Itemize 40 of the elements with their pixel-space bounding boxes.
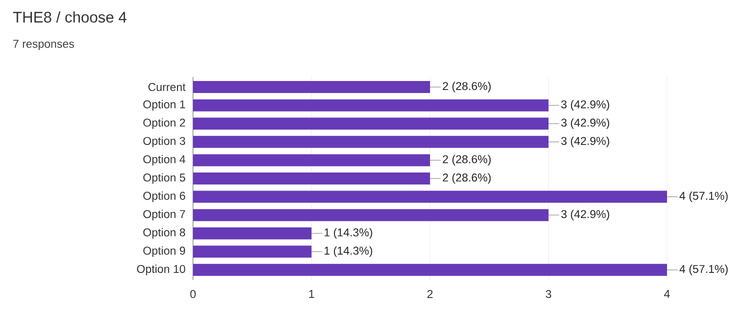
data-label: 1 (14.3%) bbox=[324, 246, 372, 257]
x-tick-label: 4 bbox=[664, 290, 670, 298]
bar bbox=[193, 264, 667, 276]
text: THE8 / choose 4 bbox=[13, 11, 126, 23]
data-label: 4 (57.1%) bbox=[680, 191, 728, 202]
y-tick-label: Option 8 bbox=[143, 228, 186, 239]
bar bbox=[193, 190, 667, 203]
data-label: 3 (42.9%) bbox=[561, 118, 610, 129]
y-tick-label: Option 7 bbox=[143, 210, 186, 220]
bar bbox=[193, 99, 548, 112]
y-tick-label: Current bbox=[148, 83, 186, 92]
data-label: 4 (57.1%) bbox=[680, 264, 728, 276]
bar bbox=[193, 227, 312, 240]
y-tick-label: Option 5 bbox=[143, 173, 186, 184]
data-label: 2 (28.6%) bbox=[442, 82, 491, 92]
y-tick-label: Option 6 bbox=[143, 191, 186, 202]
text: 7 responses bbox=[13, 40, 74, 50]
y-tick-label: Option 10 bbox=[137, 264, 186, 276]
bar bbox=[193, 118, 548, 130]
data-label: 3 (42.9%) bbox=[561, 136, 610, 148]
data-label: 3 (42.9%) bbox=[561, 100, 610, 111]
bar bbox=[193, 246, 312, 258]
bar bbox=[193, 136, 548, 148]
data-label: 3 (42.9%) bbox=[561, 210, 610, 220]
y-tick-label: Option 3 bbox=[143, 136, 186, 148]
x-tick-label: 3 bbox=[546, 290, 552, 298]
x-tick-label: 0 bbox=[190, 290, 196, 298]
x-tick-label: 1 bbox=[309, 290, 314, 298]
bar bbox=[193, 209, 548, 222]
bar bbox=[193, 172, 430, 184]
data-label: 1 (14.3%) bbox=[324, 228, 372, 239]
data-label: 2 (28.6%) bbox=[442, 173, 491, 184]
bar bbox=[193, 81, 430, 94]
y-tick-label: Option 1 bbox=[143, 100, 186, 111]
data-label: 2 (28.6%) bbox=[442, 154, 491, 166]
y-tick-label: Option 4 bbox=[143, 154, 186, 166]
x-tick-label: 2 bbox=[427, 290, 433, 298]
bar bbox=[193, 154, 430, 166]
y-tick-label: Option 9 bbox=[143, 246, 186, 257]
y-tick-label: Option 2 bbox=[143, 118, 186, 129]
